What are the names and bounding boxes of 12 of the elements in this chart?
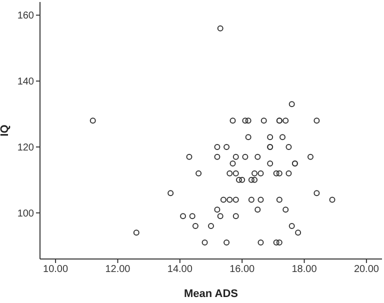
x-axis-title: Mean ADS bbox=[184, 288, 238, 300]
y-tick-label: 120 bbox=[17, 142, 34, 154]
x-tick-label: 16.00 bbox=[230, 264, 256, 276]
x-tick-label: 10.00 bbox=[43, 264, 68, 276]
x-tick-label: 20.00 bbox=[354, 264, 380, 276]
y-axis-title: IQ bbox=[0, 124, 11, 136]
y-tick-label: 100 bbox=[17, 208, 34, 220]
y-tick-label: 140 bbox=[17, 76, 34, 88]
x-tick-label: 14.00 bbox=[167, 264, 193, 276]
x-tick-label: 12.00 bbox=[105, 264, 131, 276]
y-tick-label: 160 bbox=[17, 10, 34, 22]
x-tick-label: 18.00 bbox=[292, 264, 318, 276]
